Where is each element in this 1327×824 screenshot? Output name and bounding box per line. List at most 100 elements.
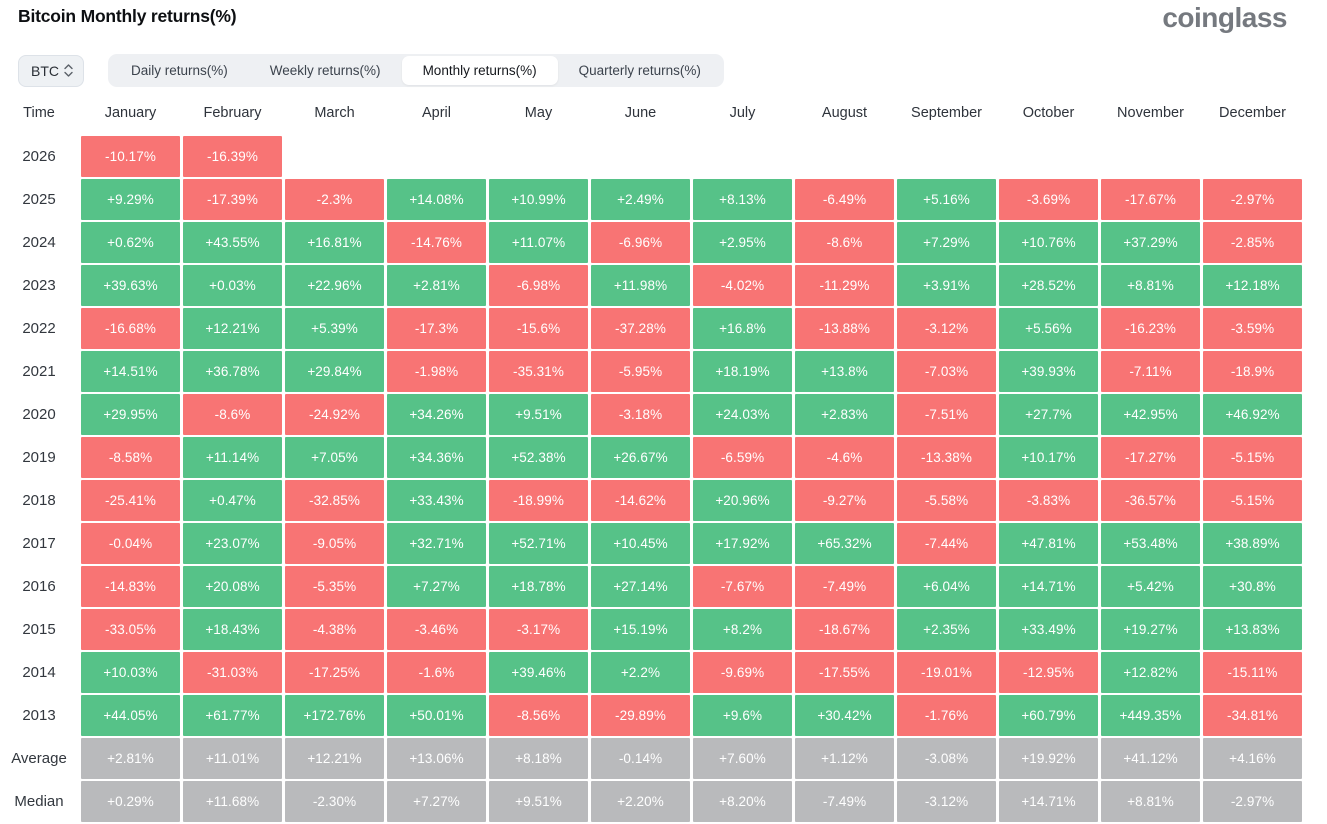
table-row: 2014 +10.03% -31.03% -17.25% -1.6% +39.46% +2.…: [0, 652, 1327, 693]
return-cell: +2.81%: [81, 738, 180, 779]
return-cell: -3.12%: [897, 781, 996, 822]
row-label: 2019: [22, 449, 56, 466]
return-cell: -13.38%: [897, 437, 996, 478]
tab-weekly[interactable]: Weekly returns(%): [249, 56, 402, 85]
return-cell: +27.7%: [999, 394, 1098, 435]
return-cell: -7.49%: [795, 781, 894, 822]
return-cell: -37.28%: [591, 308, 690, 349]
return-cell: +39.93%: [999, 351, 1098, 392]
return-cell: +18.78%: [489, 566, 588, 607]
monthly-returns-table: Time January February March April May June July…: [0, 100, 1327, 822]
row-label: 2014: [22, 664, 56, 681]
return-cell: +23.07%: [183, 523, 282, 564]
return-cell: -18.9%: [1203, 351, 1302, 392]
controls-row: BTC Daily returns(%) Weekly returns(%) Mon…: [18, 54, 1327, 87]
return-cell: -17.25%: [285, 652, 384, 693]
return-cell: -2.3%: [285, 179, 384, 220]
row-label: 2018: [22, 492, 56, 509]
return-cell: [693, 136, 792, 177]
return-cell: +2.95%: [693, 222, 792, 263]
return-cell: +9.51%: [489, 394, 588, 435]
month-column-header: February: [203, 105, 262, 121]
return-cell: +13.06%: [387, 738, 486, 779]
return-cell: -6.49%: [795, 179, 894, 220]
return-cell: -4.38%: [285, 609, 384, 650]
return-cell: -29.89%: [591, 695, 690, 736]
table-row: 2024 +0.62% +43.55% +16.81% -14.76% +11.07% -6…: [0, 222, 1327, 263]
return-cell: -2.30%: [285, 781, 384, 822]
row-label: 2021: [22, 363, 56, 380]
return-cell: +14.71%: [999, 566, 1098, 607]
return-cell: +36.78%: [183, 351, 282, 392]
return-cell: -0.04%: [81, 523, 180, 564]
return-cell: +2.49%: [591, 179, 690, 220]
return-cell: +13.83%: [1203, 609, 1302, 650]
return-cell: +11.07%: [489, 222, 588, 263]
return-cell: -3.12%: [897, 308, 996, 349]
return-cell: -7.11%: [1101, 351, 1200, 392]
return-cell: -9.05%: [285, 523, 384, 564]
return-cell: +34.36%: [387, 437, 486, 478]
return-cell: [897, 136, 996, 177]
return-cell: [795, 136, 894, 177]
row-label: Median: [14, 793, 64, 810]
return-cell: -17.27%: [1101, 437, 1200, 478]
tab-monthly[interactable]: Monthly returns(%): [401, 56, 558, 85]
return-cell: +9.6%: [693, 695, 792, 736]
table-row: 2017 -0.04% +23.07% -9.05% +32.71% +52.71% +10…: [0, 523, 1327, 564]
return-cell: +18.19%: [693, 351, 792, 392]
return-cell: -8.6%: [183, 394, 282, 435]
return-cell: +10.45%: [591, 523, 690, 564]
month-column-header: May: [524, 105, 553, 121]
return-cell: +34.26%: [387, 394, 486, 435]
page-header: Bitcoin Monthly returns(%) coinglass: [0, 2, 1327, 34]
table-row: 2020 +29.95% -8.6% -24.92% +34.26% +9.51% -3.1…: [0, 394, 1327, 435]
return-cell: -32.85%: [285, 480, 384, 521]
return-cell: +172.76%: [285, 695, 384, 736]
return-cell: [285, 136, 384, 177]
return-cell: +7.29%: [897, 222, 996, 263]
return-cell: [1101, 136, 1200, 177]
return-cell: +47.81%: [999, 523, 1098, 564]
coin-selector[interactable]: BTC: [18, 54, 84, 87]
return-cell: +20.08%: [183, 566, 282, 607]
return-cell: -16.68%: [81, 308, 180, 349]
return-cell: +18.43%: [183, 609, 282, 650]
return-cell: +60.79%: [999, 695, 1098, 736]
return-cell: -13.88%: [795, 308, 894, 349]
return-cell: +65.32%: [795, 523, 894, 564]
return-cell: +44.05%: [81, 695, 180, 736]
return-cell: -4.6%: [795, 437, 894, 478]
return-cell: -3.18%: [591, 394, 690, 435]
table-row: 2018 -25.41% +0.47% -32.85% +33.43% -18.99% -1…: [0, 480, 1327, 521]
return-cell: +10.17%: [999, 437, 1098, 478]
return-cell: -3.83%: [999, 480, 1098, 521]
return-cell: -5.58%: [897, 480, 996, 521]
return-cell: -8.6%: [795, 222, 894, 263]
tab-daily[interactable]: Daily returns(%): [110, 56, 249, 85]
month-column-header: June: [624, 105, 657, 121]
sort-updown-icon: [64, 64, 73, 77]
return-cell: -33.05%: [81, 609, 180, 650]
table-row: 2022 -16.68% +12.21% +5.39% -17.3% -15.6% -37.…: [0, 308, 1327, 349]
return-cell: -15.6%: [489, 308, 588, 349]
table-row: 2021 +14.51% +36.78% +29.84% -1.98% -35.31% -5…: [0, 351, 1327, 392]
row-label: Average: [11, 750, 67, 767]
return-cell: +16.81%: [285, 222, 384, 263]
return-cell: -6.96%: [591, 222, 690, 263]
return-cell: -31.03%: [183, 652, 282, 693]
return-cell: +19.27%: [1101, 609, 1200, 650]
return-cell: -6.98%: [489, 265, 588, 306]
return-cell: -16.23%: [1101, 308, 1200, 349]
return-cell: +26.67%: [591, 437, 690, 478]
return-cell: +11.98%: [591, 265, 690, 306]
return-cell: +10.99%: [489, 179, 588, 220]
table-row: 2023 +39.63% +0.03% +22.96% +2.81% -6.98% +11.…: [0, 265, 1327, 306]
table-row: 2019 -8.58% +11.14% +7.05% +34.36% +52.38% +26…: [0, 437, 1327, 478]
tab-quarterly[interactable]: Quarterly returns(%): [558, 56, 722, 85]
return-cell: -7.51%: [897, 394, 996, 435]
return-cell: +7.27%: [387, 566, 486, 607]
return-cell: +16.8%: [693, 308, 792, 349]
return-cell: -17.55%: [795, 652, 894, 693]
return-cell: +4.16%: [1203, 738, 1302, 779]
